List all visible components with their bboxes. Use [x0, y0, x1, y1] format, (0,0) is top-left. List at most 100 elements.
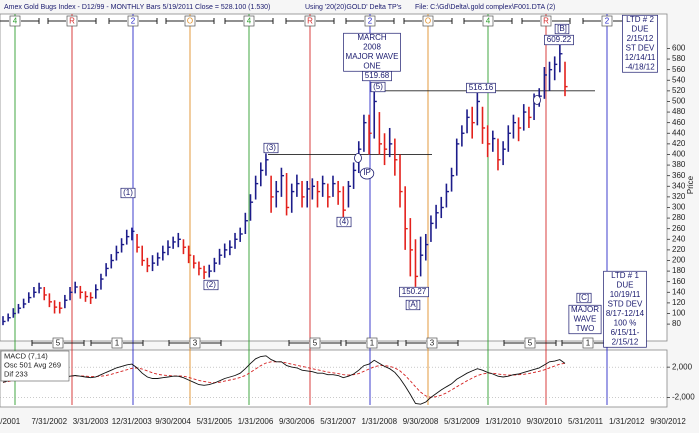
- cycle-box: [243, 15, 255, 27]
- y-tick-label: 360: [672, 171, 686, 180]
- annotation-box: [343, 32, 401, 72]
- cycle-box: [66, 15, 78, 27]
- x-tick-label: 5/31/2011: [568, 417, 604, 426]
- annotation-text: LTD # 2: [626, 15, 654, 24]
- x-tick-label: 1/31/2008: [361, 417, 397, 426]
- chart-subtitle: Using '20(20)GOLD' Delta TP's: [305, 4, 402, 11]
- cycle-label: 4: [486, 17, 491, 26]
- annotation: [B]: [554, 23, 570, 35]
- x-tick-label: 7/31/2002: [31, 417, 67, 426]
- annotation-text: (2): [206, 280, 216, 289]
- annotation-text: 12/14/11: [625, 53, 656, 62]
- x-tick-label: 1/31/2010: [485, 417, 521, 426]
- y-tick-label: 160: [672, 277, 686, 286]
- annotation-text: 100 %: [614, 319, 637, 328]
- cycle-box: [52, 337, 64, 349]
- annotation: (3): [263, 142, 279, 154]
- annotation-text: 6/15/11-: [611, 328, 640, 337]
- x-tick-label: 1/31/2006: [238, 417, 274, 426]
- annotation-text: 2/15/12: [627, 34, 654, 43]
- cycle-box: [127, 15, 139, 27]
- y-tick-label: 380: [672, 160, 686, 169]
- y-tick-label: 400: [672, 150, 686, 159]
- x-tick-label: 9/30/2012: [650, 417, 686, 426]
- annotation-text: (4): [339, 217, 349, 226]
- y-tick-label: 280: [672, 213, 686, 222]
- y-tick-label: 180: [672, 266, 686, 275]
- annotation: (1): [120, 187, 136, 199]
- macd-legend-text: Osc 501 Avg 269: [4, 360, 61, 369]
- annotation-box: [263, 142, 279, 154]
- y-axis-label: Price: [686, 175, 695, 194]
- annotation-text: (1): [123, 188, 133, 197]
- annotation-text: 519.68: [365, 71, 390, 80]
- cycle-box: [540, 15, 552, 27]
- cycle-box: [366, 337, 378, 349]
- cycle-label: 5: [528, 339, 533, 348]
- cycle-box: [482, 15, 494, 27]
- y-tick-label: 300: [672, 203, 686, 212]
- y-tick-label: 540: [672, 75, 686, 84]
- annotation: 516.16: [466, 82, 496, 94]
- annotation: (2): [203, 279, 219, 291]
- cycle-box: [184, 15, 196, 27]
- macd-legend-box: [0, 350, 70, 382]
- y-tick-label: 600: [672, 44, 686, 53]
- y-tick-label: 340: [672, 181, 686, 190]
- annotation-box: [554, 23, 570, 35]
- annotation: IP: [359, 167, 375, 180]
- annotation-text: MARCH: [357, 33, 387, 42]
- annotation-box: [399, 286, 429, 298]
- cycle-label: R: [543, 17, 549, 26]
- annotation-box: [568, 304, 602, 335]
- x-tick-label: 3/31/2003: [73, 417, 109, 426]
- annotation-box: [203, 279, 219, 291]
- annotation-text: (5): [373, 82, 383, 91]
- annotation-text: 2008: [363, 43, 381, 52]
- cycle-label: 2: [605, 17, 610, 26]
- y-tick-label: 120: [672, 298, 686, 307]
- annotation: (5): [370, 81, 386, 93]
- annotation-box: [405, 299, 421, 311]
- y-tick-label: 240: [672, 234, 686, 243]
- annotation: 150.27: [399, 286, 429, 298]
- annotation: [C]: [576, 292, 592, 304]
- cycle-box: [309, 337, 321, 349]
- annotation-box: [622, 14, 658, 73]
- x-tick-label: 9/30/2004: [155, 417, 191, 426]
- wave-marker: [533, 95, 541, 105]
- macd-legend-text: Dif 233: [4, 369, 28, 378]
- cycle-label: 3: [430, 339, 435, 348]
- x-tick-label: 5/31/2005: [196, 417, 232, 426]
- chart-title: Amex Gold Bugs Index - D12/99 - MONTHLY …: [4, 4, 270, 11]
- annotation-text: [A]: [408, 300, 418, 309]
- macd-legend-text: MACD (7,14): [4, 351, 48, 360]
- annotation-text: MAJOR: [571, 305, 599, 314]
- x-tick-label: 9/30/2008: [403, 417, 439, 426]
- x-tick-label: 1/31/2012: [609, 417, 645, 426]
- annotation-text: (3): [266, 143, 276, 152]
- x-tick-label: 9/30/2006: [279, 417, 315, 426]
- annotation-text: -4/18/12: [625, 63, 655, 72]
- cycle-label: R: [69, 17, 75, 26]
- annotation-text: ST DEV: [626, 44, 655, 53]
- cycle-label: R: [307, 17, 313, 26]
- cycle-box: [422, 15, 434, 27]
- annotation-text: [C]: [579, 293, 589, 302]
- y-tick-label: 80: [672, 319, 681, 328]
- cycle-box: [189, 337, 201, 349]
- x-tick-label: 0/2001: [0, 417, 21, 426]
- annotation-text: 516.16: [469, 83, 494, 92]
- annotation-box: [370, 81, 386, 93]
- annotation: 609.22: [544, 34, 574, 46]
- annotation-box: [359, 167, 375, 180]
- x-tick-label: 5/31/2009: [444, 417, 480, 426]
- cycle-label: 4: [247, 17, 252, 26]
- cycle-box: [582, 337, 594, 349]
- annotation: [A]: [405, 299, 421, 311]
- annotation-text: 8/17-12/14: [606, 309, 645, 318]
- y-tick-label: 560: [672, 65, 686, 74]
- annotation-text: [B]: [557, 24, 567, 33]
